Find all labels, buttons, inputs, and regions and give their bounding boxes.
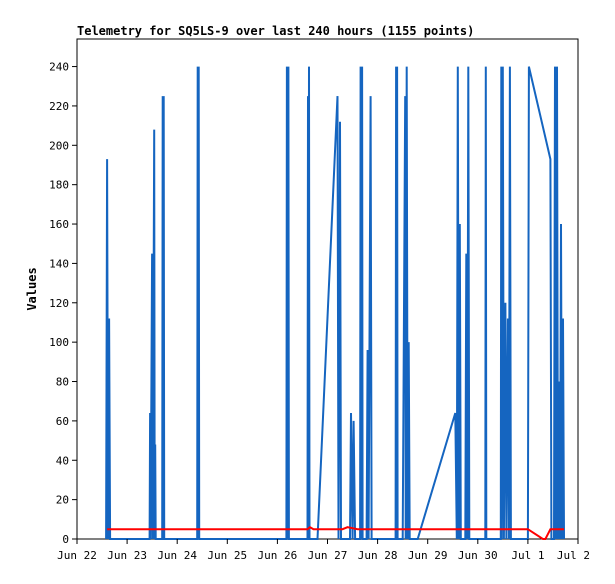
y-tick-label: 240	[49, 61, 69, 74]
y-axis-label: Values	[25, 267, 39, 310]
x-tick-label: Jun 27	[308, 549, 348, 562]
y-tick-label: 20	[56, 494, 69, 507]
x-tick-label: Jun 28	[358, 549, 398, 562]
x-tick-label: Jun 24	[157, 549, 197, 562]
y-tick-label: 60	[56, 415, 69, 428]
series-layer	[105, 66, 565, 540]
y-tick-label: 160	[49, 218, 69, 231]
x-tick-label: Jul 2	[557, 549, 590, 562]
x-tick-label: Jun 25	[207, 549, 247, 562]
plot-area	[76, 38, 579, 540]
x-tick-label: Jul 1	[511, 549, 544, 562]
y-axis: 0 20 40 60 80 100 120 140 160 180 200 220 240	[49, 61, 77, 546]
y-tick-label: 180	[49, 179, 69, 192]
series-line-0	[105, 66, 565, 540]
y-tick-label: 220	[49, 100, 69, 113]
y-tick-label: 80	[56, 376, 69, 389]
x-axis: Jun 22 Jun 23 Jun 24 Jun 25 Jun 26 Jun 27 Jun …	[57, 539, 590, 562]
y-tick-label: 0	[62, 533, 69, 546]
series-line-1	[107, 525, 564, 540]
x-tick-label: Jun 22	[57, 549, 97, 562]
y-tick-label: 120	[49, 297, 69, 310]
chart-title: Telemetry for SQ5LS-9 over last 240 hour…	[77, 24, 474, 38]
x-tick-label: Jun 29	[408, 549, 448, 562]
y-tick-label: 200	[49, 139, 69, 152]
y-tick-label: 40	[56, 454, 69, 467]
y-tick-label: 100	[49, 336, 69, 349]
x-tick-label: Jun 23	[107, 549, 147, 562]
x-tick-label: Jun 30	[458, 549, 498, 562]
y-tick-label: 140	[49, 257, 69, 270]
x-tick-label: Jun 26	[258, 549, 298, 562]
